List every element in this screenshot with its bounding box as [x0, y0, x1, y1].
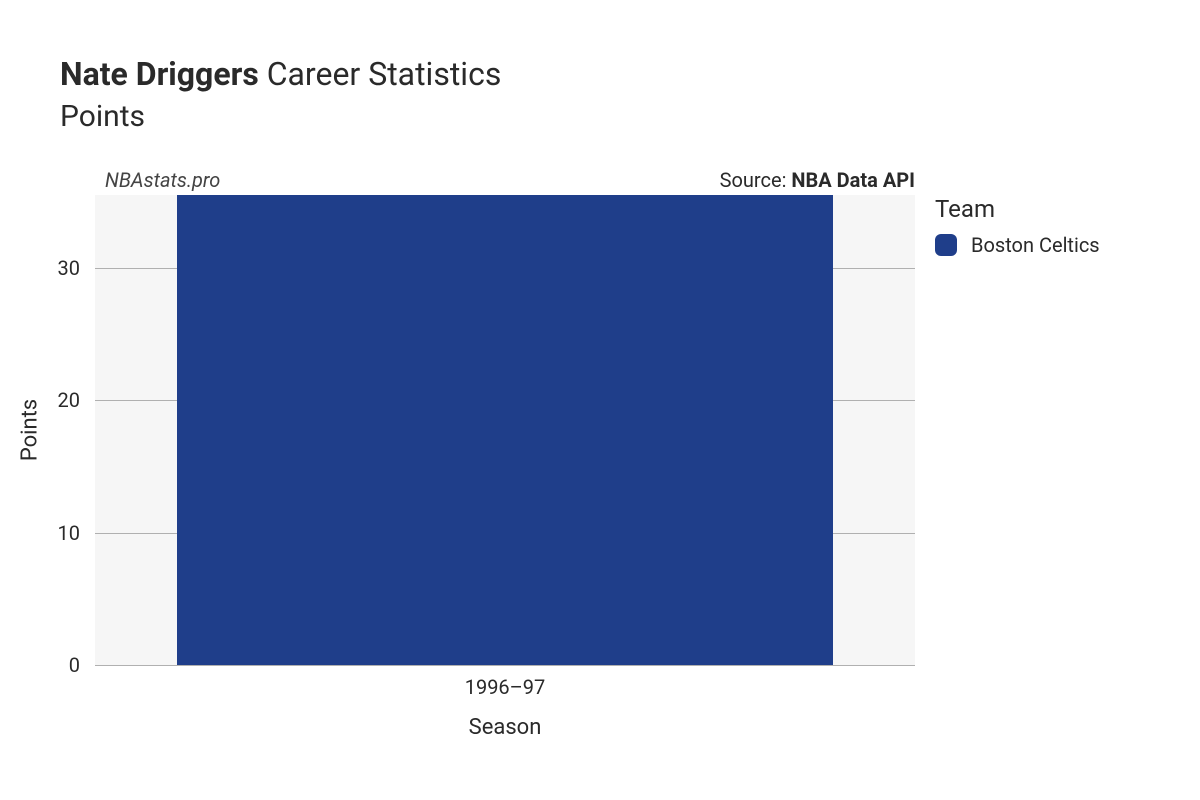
y-tick-label: 10	[0, 521, 88, 545]
chart-container: Nate Driggers Career Statistics Points N…	[0, 0, 1200, 800]
source-attribution: Source: NBA Data API	[720, 168, 915, 192]
x-tick-label: 1996–97	[465, 675, 546, 699]
gridline	[95, 665, 915, 666]
y-tick-label: 20	[0, 388, 88, 412]
legend-title: Team	[935, 195, 1100, 223]
y-tick-label: 30	[0, 256, 88, 280]
title-suffix: Career Statistics	[267, 55, 502, 93]
chart-subtitle: Points	[60, 99, 501, 134]
legend-label: Boston Celtics	[971, 233, 1100, 257]
bar	[177, 195, 833, 665]
source-name: NBA Data API	[791, 168, 915, 192]
y-tick-label: 0	[0, 653, 88, 677]
x-axis-title: Season	[469, 715, 542, 740]
source-prefix: Source:	[720, 168, 792, 192]
plot-area	[95, 195, 915, 665]
legend: Team Boston Celtics	[935, 195, 1100, 257]
legend-item: Boston Celtics	[935, 233, 1100, 257]
title-block: Nate Driggers Career Statistics Points	[60, 55, 501, 134]
legend-swatch	[935, 234, 957, 256]
watermark: NBAstats.pro	[105, 168, 220, 192]
chart-title: Nate Driggers Career Statistics	[60, 55, 501, 93]
player-name: Nate Driggers	[60, 55, 259, 93]
